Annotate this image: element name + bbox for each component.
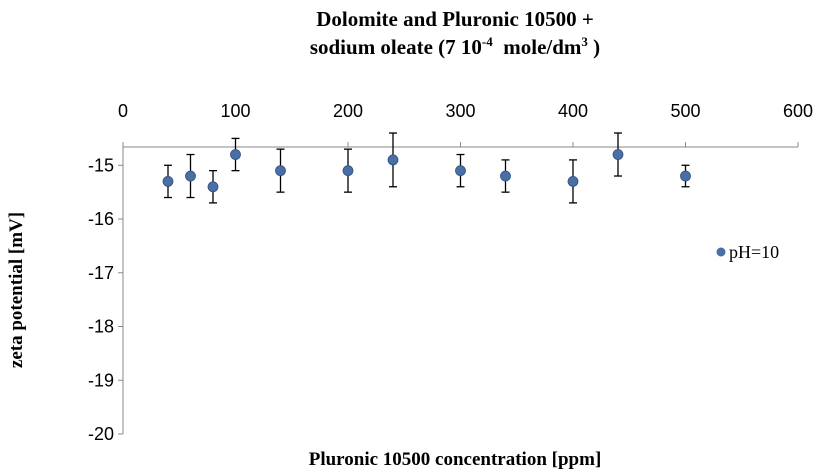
x-tick-label: 400 xyxy=(558,101,588,121)
y-tick-label: -15 xyxy=(88,155,114,175)
x-tick-label: 500 xyxy=(670,101,700,121)
point xyxy=(680,170,691,182)
title-part: -4 xyxy=(482,34,493,49)
point xyxy=(387,154,399,166)
y-tick-label: -18 xyxy=(88,317,114,337)
point xyxy=(567,175,579,187)
legend-label: pH=10 xyxy=(729,242,779,262)
point xyxy=(500,170,511,182)
x-axis-label: Pluronic 10500 concentration [ppm] xyxy=(309,449,602,470)
x-tick-label: 0 xyxy=(118,101,128,121)
legend-marker xyxy=(716,247,726,257)
point xyxy=(612,149,624,160)
point xyxy=(162,175,174,187)
point xyxy=(185,170,196,182)
x-tick-label: 100 xyxy=(220,101,250,121)
point xyxy=(342,165,354,177)
y-tick-label: -19 xyxy=(88,370,114,390)
x-tick-label: 200 xyxy=(333,101,363,121)
title-part: sodium oleate (7 10 xyxy=(310,35,482,59)
title-part: mole/dm xyxy=(493,35,582,59)
y-tick-label: -20 xyxy=(88,424,114,444)
point xyxy=(230,149,241,160)
y-tick-label: -16 xyxy=(88,209,114,229)
x-tick-label: 600 xyxy=(783,101,813,121)
x-tick-label: 300 xyxy=(445,101,475,121)
chart-title: Dolomite and Pluronic 10500 + xyxy=(316,7,594,31)
title-part: ) xyxy=(588,35,600,59)
point xyxy=(207,181,219,193)
title-part: 3 xyxy=(581,34,588,49)
y-tick-label: -17 xyxy=(88,263,114,283)
chart-title: sodium oleate (7 10-4 mole/dm3 ) xyxy=(310,34,600,59)
point xyxy=(275,165,286,177)
y-axis-label: zeta potential [mV] xyxy=(6,212,27,368)
point xyxy=(455,165,466,177)
